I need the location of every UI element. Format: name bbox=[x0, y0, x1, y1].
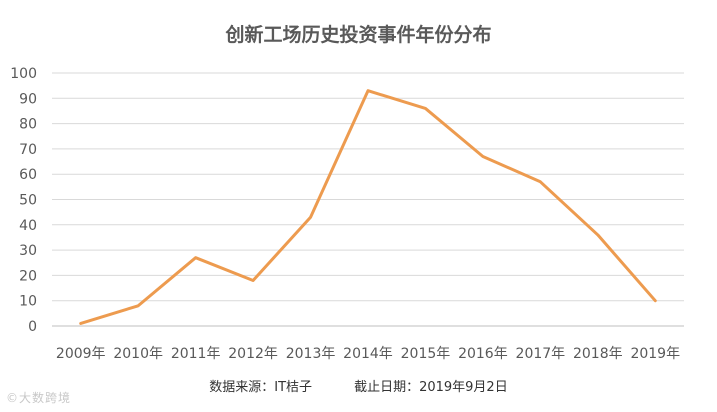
x-tick-label: 2014年 bbox=[343, 346, 393, 362]
x-axis: 2009年 2010年 2011年 2012年 2013年 2014年 2015年 2016年… bbox=[56, 346, 680, 362]
x-tick-label: 2015年 bbox=[401, 346, 451, 362]
y-tick-label: 40 bbox=[19, 218, 37, 234]
y-tick-label: 90 bbox=[19, 91, 37, 107]
y-tick-label: 80 bbox=[19, 117, 37, 133]
x-tick-label: 2010年 bbox=[113, 346, 163, 362]
y-tick-label: 100 bbox=[10, 66, 37, 82]
y-tick-label: 0 bbox=[28, 319, 37, 335]
cutoff-date-note: 截止日期：2019年9月2日 bbox=[354, 380, 508, 395]
x-tick-label: 2017年 bbox=[516, 346, 566, 362]
series-line bbox=[79, 89, 657, 325]
grid-lines bbox=[52, 72, 684, 327]
x-tick-label: 2019年 bbox=[630, 346, 680, 362]
source-note: 数据来源：IT桔子 bbox=[209, 380, 313, 395]
chart-title: 创新工场历史投资事件年份分布 bbox=[225, 24, 492, 46]
y-axis: 0 10 20 30 40 50 60 70 80 90 100 bbox=[10, 66, 37, 335]
y-tick-label: 10 bbox=[19, 294, 37, 310]
y-tick-label: 70 bbox=[19, 142, 37, 158]
y-tick-label: 20 bbox=[19, 268, 37, 284]
x-tick-label: 2011年 bbox=[171, 346, 221, 362]
chart-footer: 数据来源：IT桔子 截止日期：2019年9月2日 bbox=[0, 376, 717, 395]
x-tick-label: 2016年 bbox=[458, 346, 508, 362]
x-tick-label: 2009年 bbox=[56, 346, 106, 362]
y-tick-label: 30 bbox=[19, 243, 37, 259]
y-tick-label: 60 bbox=[19, 167, 37, 183]
x-tick-label: 2018年 bbox=[573, 346, 623, 362]
y-tick-label: 50 bbox=[19, 193, 37, 209]
watermark-logo: ©大数跨境 bbox=[6, 391, 72, 405]
x-tick-label: 2012年 bbox=[228, 346, 278, 362]
x-tick-label: 2013年 bbox=[286, 346, 336, 362]
series-layer bbox=[79, 89, 657, 325]
